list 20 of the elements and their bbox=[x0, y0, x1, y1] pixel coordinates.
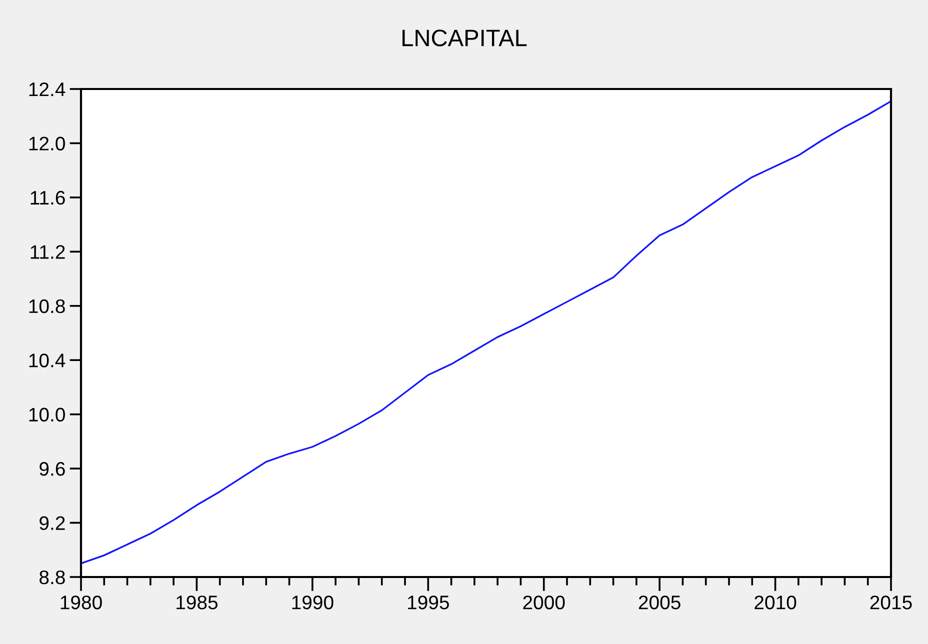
y-tick-label: 9.2 bbox=[40, 516, 65, 530]
x-tick-label: 2005 bbox=[638, 596, 680, 610]
chart-title: LNCAPITAL bbox=[402, 30, 527, 46]
line-series bbox=[81, 100, 891, 564]
y-tick-label: 10.8 bbox=[29, 299, 65, 314]
x-tick-label: 1995 bbox=[408, 596, 449, 610]
x-tick-label: 1985 bbox=[176, 596, 218, 610]
y-tick-label: 11.2 bbox=[30, 245, 65, 259]
y-tick-label: 11.6 bbox=[30, 190, 65, 205]
x-tick-label: 2000 bbox=[523, 596, 565, 610]
y-tick-label: 9.6 bbox=[40, 462, 65, 476]
y-tick-label: 12.4 bbox=[29, 82, 66, 96]
y-tick-label: 10.4 bbox=[29, 354, 66, 368]
x-tick-label: 2015 bbox=[870, 596, 912, 610]
x-tick-label: 1980 bbox=[60, 596, 102, 610]
x-tick-label: 2010 bbox=[754, 596, 796, 610]
y-tick-label: 12.0 bbox=[29, 136, 65, 150]
x-tick-label: 1990 bbox=[292, 596, 334, 610]
y-tick-label: 8.8 bbox=[40, 570, 65, 584]
y-tick-label: 10.0 bbox=[29, 408, 65, 422]
